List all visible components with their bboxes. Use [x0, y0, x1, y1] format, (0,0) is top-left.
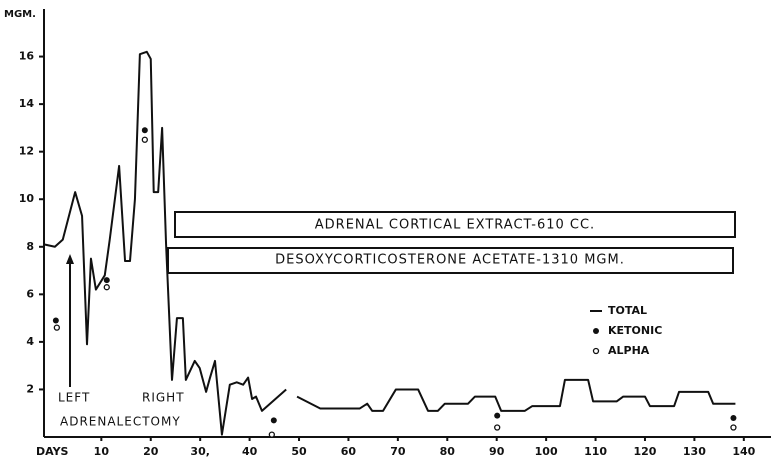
y-tick-label: 10: [19, 192, 35, 205]
ketonic-point: [52, 317, 59, 324]
y-tick-label: 4: [26, 335, 34, 348]
x-tick-label: 120: [633, 445, 656, 458]
annotation: ADRENALECTOMY: [60, 415, 181, 429]
y-tick-label: 12: [19, 145, 34, 158]
alpha-point: [103, 284, 110, 291]
x-tick-label: 90: [489, 445, 505, 458]
x-tick-label: 30,: [190, 445, 210, 458]
total-line: [296, 378, 736, 412]
total-line: [43, 50, 287, 436]
x-tick-label: 50: [291, 445, 307, 458]
y-axis-label: MGM.: [4, 9, 36, 20]
annotation: RIGHT: [142, 391, 185, 405]
x-axis-label: DAYS: [36, 445, 69, 458]
alpha-point: [730, 424, 737, 431]
x-tick-label: 110: [584, 445, 607, 458]
legend-ring: [592, 347, 600, 355]
ketonic-point: [103, 277, 110, 284]
ketonic-point: [730, 414, 737, 421]
annotation: DESOXYCORTICOSTERONE ACETATE-1310 MGM.: [275, 253, 625, 268]
annotation: ADRENAL CORTICAL EXTRACT-610 CC.: [315, 218, 595, 233]
y-tick-label: 16: [19, 50, 35, 63]
x-tick-label: 10: [94, 445, 110, 458]
legend-dot: [593, 328, 599, 334]
annotation-box: [174, 211, 736, 238]
x-tick-label: 60: [341, 445, 357, 458]
x-tick-label: 40: [242, 445, 258, 458]
ketonic-point: [141, 127, 148, 134]
alpha-point: [494, 424, 501, 431]
annotation: LEFT: [58, 391, 90, 405]
alpha-point: [268, 431, 275, 438]
x-tick-label: 80: [440, 445, 456, 458]
x-tick-label: 70: [390, 445, 406, 458]
x-tick-label: 130: [683, 445, 706, 458]
alpha-point: [141, 136, 148, 143]
ketonic-point: [494, 412, 501, 419]
x-tick-label: 140: [732, 445, 755, 458]
y-tick-label: 8: [26, 240, 34, 253]
annotation-box: [167, 247, 734, 274]
x-tick-label: 20: [143, 445, 159, 458]
legend-label: ALPHA: [608, 344, 650, 357]
arrow-head: [66, 254, 74, 264]
y-tick-label: 14: [19, 97, 35, 110]
ketonic-point: [270, 417, 277, 424]
x-tick-label: 100: [535, 445, 558, 458]
legend-label: KETONIC: [608, 324, 662, 337]
legend-label: TOTAL: [608, 304, 647, 317]
alpha-point: [53, 324, 60, 331]
y-tick-label: 2: [26, 382, 34, 395]
y-tick-label: 6: [26, 287, 34, 300]
